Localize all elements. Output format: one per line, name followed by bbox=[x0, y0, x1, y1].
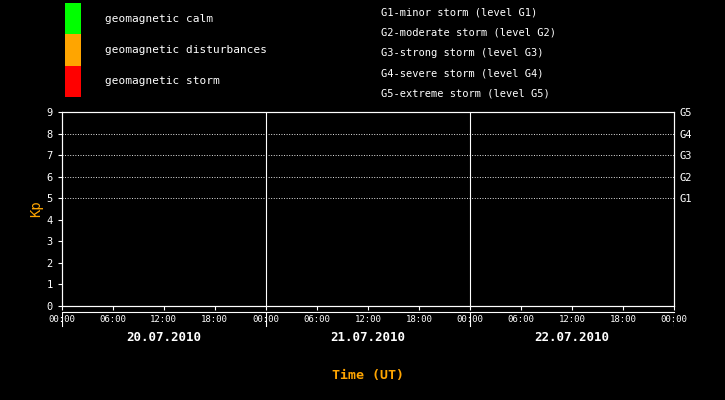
Text: G3-strong storm (level G3): G3-strong storm (level G3) bbox=[381, 48, 543, 58]
Text: geomagnetic calm: geomagnetic calm bbox=[105, 14, 213, 24]
Text: 20.07.2010: 20.07.2010 bbox=[126, 331, 202, 344]
Text: G1-minor storm (level G1): G1-minor storm (level G1) bbox=[381, 8, 537, 18]
Text: Time (UT): Time (UT) bbox=[332, 370, 404, 382]
Text: G2-moderate storm (level G2): G2-moderate storm (level G2) bbox=[381, 28, 555, 38]
Y-axis label: Kp: Kp bbox=[30, 201, 44, 217]
Text: G5-extreme storm (level G5): G5-extreme storm (level G5) bbox=[381, 89, 550, 99]
Text: geomagnetic storm: geomagnetic storm bbox=[105, 76, 220, 86]
Text: 22.07.2010: 22.07.2010 bbox=[534, 331, 610, 344]
Bar bbox=[65, 3, 81, 34]
Bar bbox=[65, 66, 81, 97]
Bar bbox=[65, 34, 81, 66]
Text: geomagnetic disturbances: geomagnetic disturbances bbox=[105, 45, 267, 55]
Text: 21.07.2010: 21.07.2010 bbox=[331, 331, 405, 344]
Text: G4-severe storm (level G4): G4-severe storm (level G4) bbox=[381, 68, 543, 78]
